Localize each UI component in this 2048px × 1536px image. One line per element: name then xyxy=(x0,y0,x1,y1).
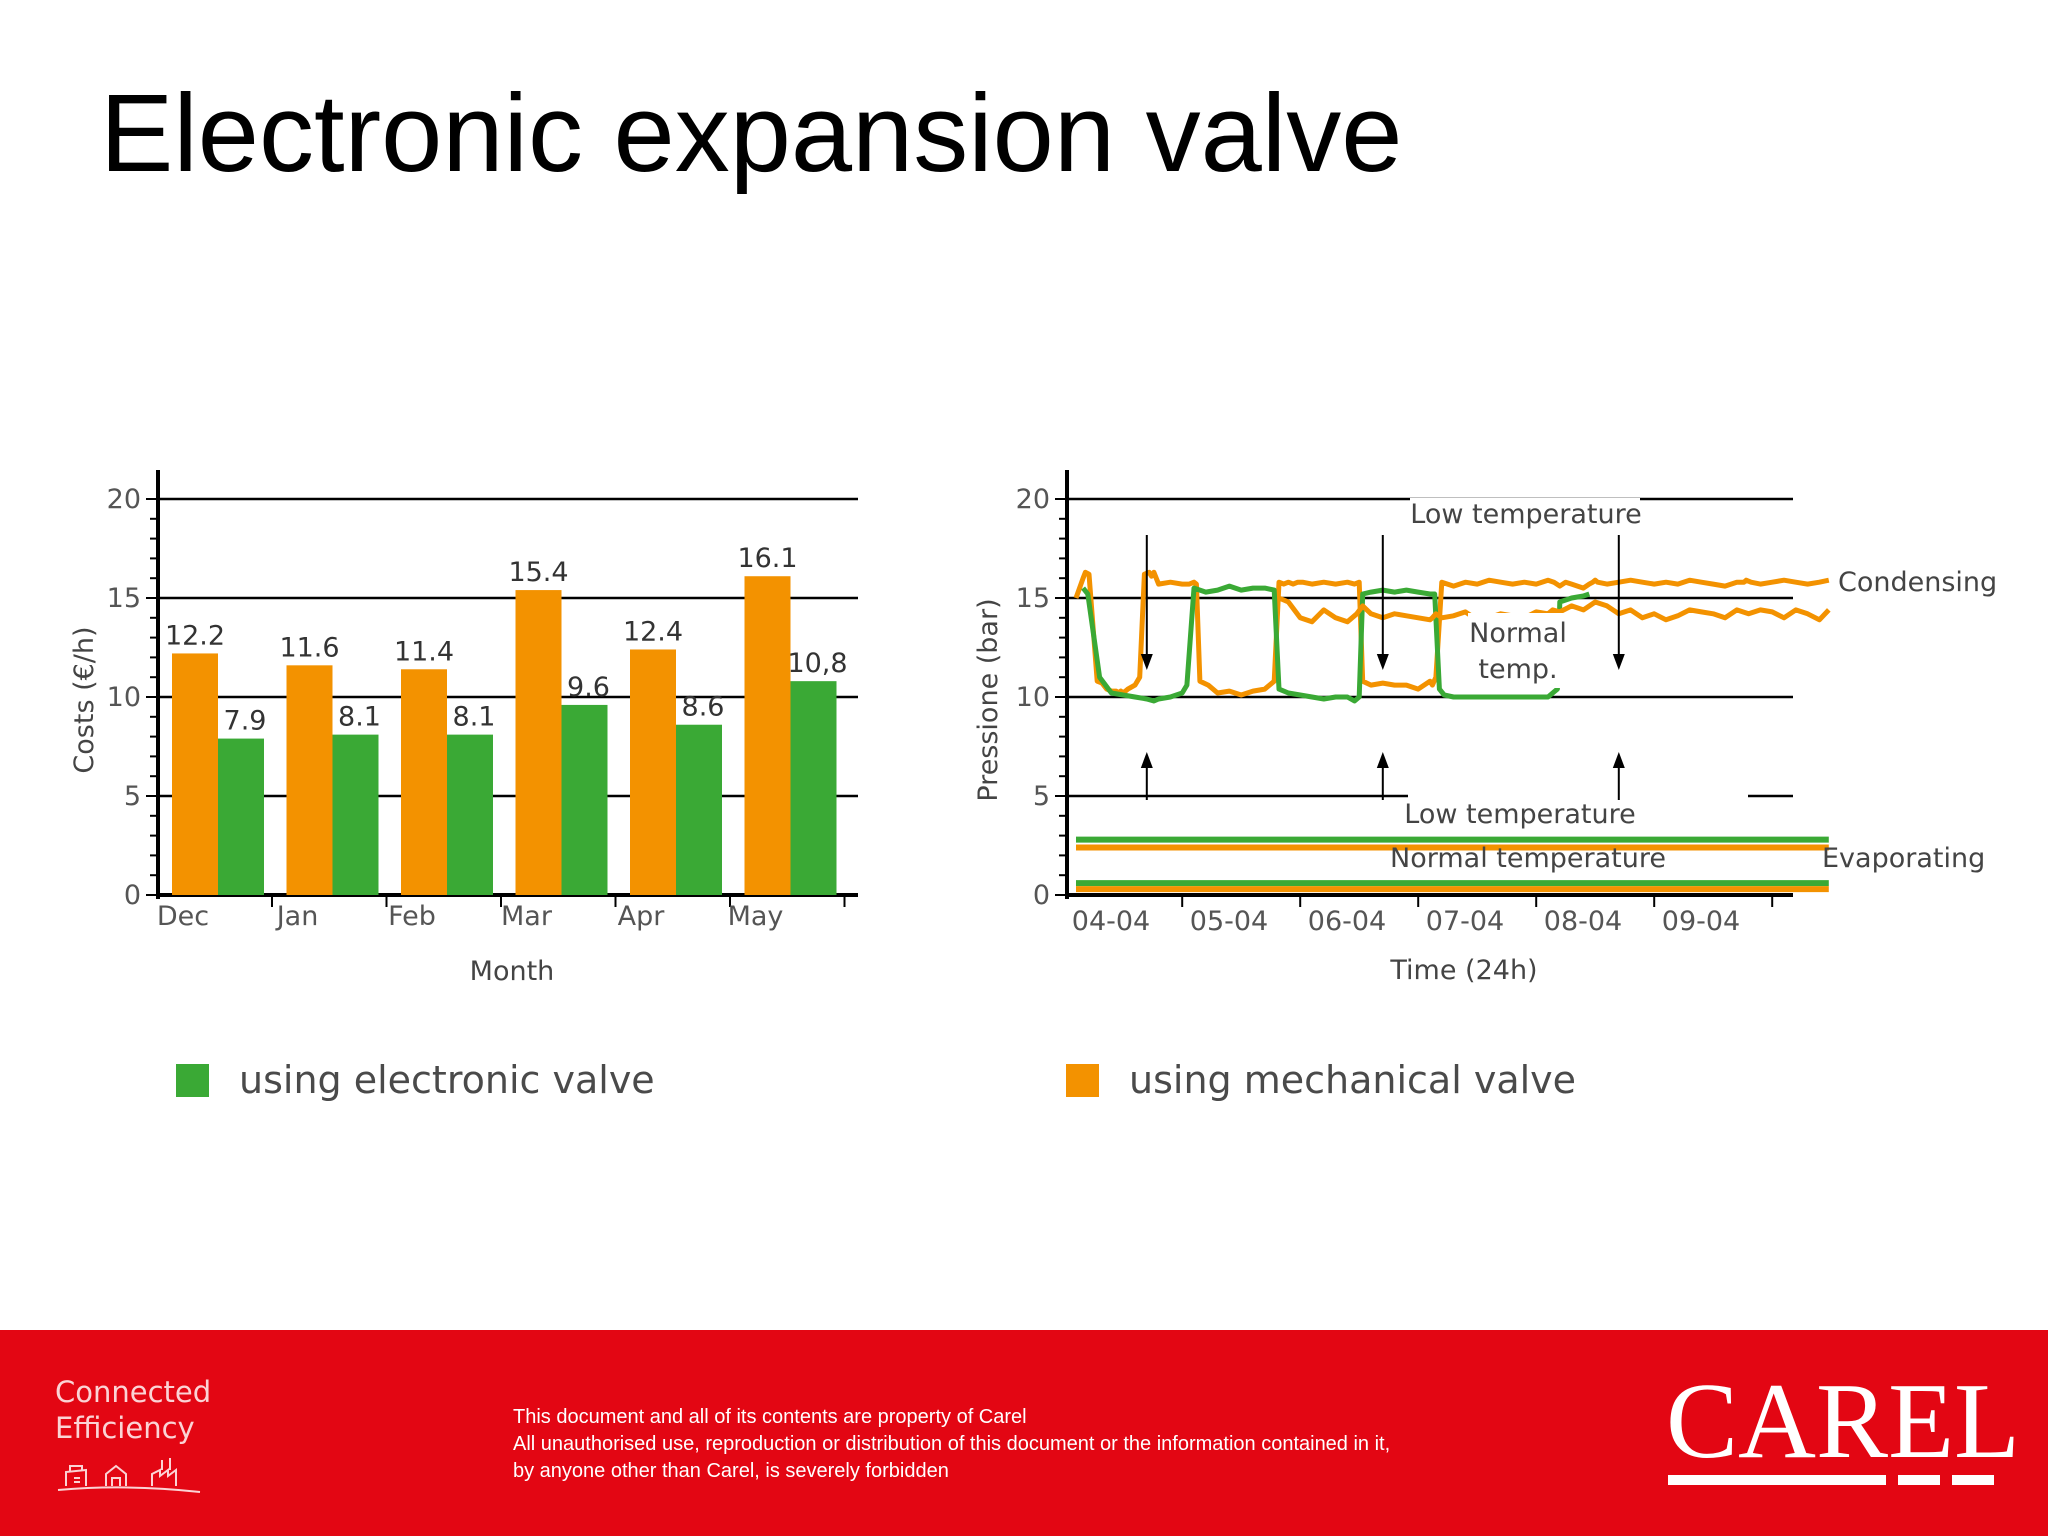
annotation-low-temperature-evap: Low temperature xyxy=(1404,799,1635,830)
tagline-line-1: Connected xyxy=(55,1375,212,1409)
y-tick-label: 0 xyxy=(1033,880,1050,911)
arrow-up-head xyxy=(1140,752,1153,768)
series-line xyxy=(1278,595,1831,625)
legend-swatch-electronic xyxy=(176,1063,209,1097)
legend-label-mechanical: using mechanical valve xyxy=(1129,1058,1577,1102)
x-tick-label: 09-04 xyxy=(1662,906,1740,937)
x-tick-label: 04-04 xyxy=(1072,906,1150,937)
x-tick-label: Feb xyxy=(388,901,436,932)
carel-logo: CAREL xyxy=(1666,1362,2021,1502)
arrow-down-head xyxy=(1140,654,1153,670)
bar-value-label: 10,8 xyxy=(787,648,847,679)
annotation-low-temperature: Low temperature xyxy=(1410,499,1641,530)
x-tick-label: 08-04 xyxy=(1544,906,1622,937)
footer-notice: This document and all of its contents ar… xyxy=(513,1404,1390,1485)
bar-value-label: 8.1 xyxy=(338,702,381,733)
x-tick-label: 07-04 xyxy=(1426,906,1504,937)
bar-value-label: 16.1 xyxy=(737,543,797,574)
y-tick-label: 0 xyxy=(124,880,141,911)
bar-value-label: 8.1 xyxy=(453,702,496,733)
region-label-evaporating: Evaporating xyxy=(1822,843,1985,874)
legend-mechanical: using mechanical valve xyxy=(1066,1058,1576,1102)
footer-bar: Connected Efficiency This document and a… xyxy=(0,1330,2048,1536)
annotation-mask xyxy=(1468,613,1582,688)
bar-mechanical xyxy=(744,576,791,895)
series-line xyxy=(1081,583,1591,704)
y-tick-label: 5 xyxy=(124,781,141,812)
region-label-condensing: Condensing xyxy=(1838,567,1997,598)
bar-mechanical xyxy=(515,590,562,895)
slide-title: Electronic expansion valve xyxy=(100,72,1403,195)
bar-value-label: 11.6 xyxy=(279,632,339,663)
bar-electronic xyxy=(561,704,608,895)
series-line xyxy=(1073,569,1830,698)
notice-line-1: This document and all of its contents ar… xyxy=(513,1406,1027,1428)
carel-logo-bars xyxy=(1668,1475,1994,1485)
bar-value-label: 9.6 xyxy=(567,672,610,703)
notice-line-2: All unauthorised use, reproduction or di… xyxy=(513,1433,1391,1455)
y-tick-label: 10 xyxy=(107,682,141,713)
bar-electronic xyxy=(676,724,722,895)
footer-tagline: Connected Efficiency xyxy=(55,1374,211,1446)
legend-swatch-mechanical xyxy=(1066,1063,1099,1097)
carel-wordmark: CAREL xyxy=(1666,1362,2021,1481)
bar-electronic xyxy=(332,734,379,895)
x-axis-label: Time (24h) xyxy=(1389,955,1537,986)
bar-mechanical xyxy=(286,665,333,895)
y-tick-label: 20 xyxy=(1016,484,1050,515)
bar-value-label: 12.2 xyxy=(165,620,225,651)
y-tick-label: 15 xyxy=(1016,583,1050,614)
y-tick-label: 10 xyxy=(1016,682,1050,713)
x-tick-label: May xyxy=(728,901,784,932)
bar-value-label: 12.4 xyxy=(623,616,683,647)
y-axis-label: Costs (€/h) xyxy=(69,626,100,773)
arrow-down-head xyxy=(1376,654,1389,670)
cost-bar-chart: 0 5 10 15 20 12.2 7.9 Dec 11.6 8.1 Jan 11.4 8.1 Feb 15… xyxy=(69,470,858,987)
arrow-up-head xyxy=(1376,752,1389,768)
legend-label-electronic: using electronic valve xyxy=(239,1058,655,1102)
x-tick-label: Mar xyxy=(501,901,553,932)
bar-value-label: 15.4 xyxy=(508,557,568,588)
annotation-normal: Normal xyxy=(1469,618,1567,649)
bar-mechanical xyxy=(630,649,676,895)
building-icons xyxy=(57,1458,201,1493)
pressure-line-chart: 0 5 10 15 20 04-04 05-04 06-04 07-04 08-04 09-04 Lo… xyxy=(973,470,1997,986)
x-tick-label: 06-04 xyxy=(1308,906,1386,937)
x-tick-label: Apr xyxy=(618,901,666,932)
bar-electronic xyxy=(790,681,837,895)
y-axis-label: Pressione (bar) xyxy=(973,598,1004,801)
annotation-normal-temperature: Normal temperature xyxy=(1390,843,1666,874)
y-tick-label: 15 xyxy=(107,583,141,614)
y-tick-label: 20 xyxy=(107,484,141,515)
bar-value-label: 11.4 xyxy=(394,636,454,667)
x-axis-label: Month xyxy=(470,956,555,987)
arrow-down-head xyxy=(1612,654,1625,670)
x-tick-label: 05-04 xyxy=(1190,906,1268,937)
annotation-mask xyxy=(1410,498,1640,530)
bar-value-label: 8.6 xyxy=(682,692,725,723)
x-tick-label: Jan xyxy=(275,901,319,932)
bar-electronic xyxy=(447,734,493,895)
annotation-temp: temp. xyxy=(1478,654,1557,685)
bar-value-label: 7.9 xyxy=(224,706,267,737)
annotation-mask xyxy=(1408,760,1748,838)
tagline-line-2: Efficiency xyxy=(55,1411,195,1445)
x-tick-label: Dec xyxy=(157,901,209,932)
bar-mechanical xyxy=(401,669,447,895)
legend-electronic: using electronic valve xyxy=(176,1058,655,1102)
bar-mechanical xyxy=(172,653,218,895)
y-tick-label: 5 xyxy=(1033,781,1050,812)
notice-line-3: by anyone other than Carel, is severely … xyxy=(513,1460,949,1482)
arrow-up-head xyxy=(1612,752,1625,768)
bar-electronic xyxy=(218,738,264,895)
